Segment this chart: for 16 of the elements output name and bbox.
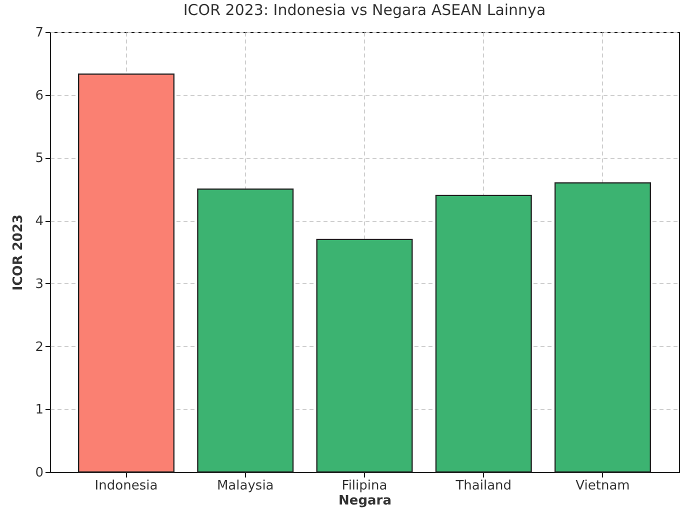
y-tick-label: 2 <box>35 340 44 355</box>
x-tick-label: Filipina <box>342 478 388 494</box>
chart-title: ICOR 2023: Indonesia vs Negara ASEAN Lainnya <box>183 1 546 19</box>
y-tick-label: 0 <box>35 466 44 480</box>
x-axis-title: Negara <box>338 494 392 508</box>
y-tick-label: 4 <box>35 214 44 230</box>
y-tick-label: 5 <box>35 151 44 166</box>
y-tick-label: 3 <box>35 276 44 292</box>
x-tick-label: Indonesia <box>94 478 158 494</box>
x-tick-label: Malaysia <box>216 478 274 494</box>
y-tick-label: 7 <box>35 26 44 40</box>
x-tick-label: Thailand <box>454 478 512 494</box>
x-tick-label: Vietnam <box>576 478 630 494</box>
y-tick-label: 1 <box>35 402 44 418</box>
y-axis-title: ICOR 2023 <box>11 214 26 291</box>
y-tick-label: 6 <box>35 88 44 104</box>
